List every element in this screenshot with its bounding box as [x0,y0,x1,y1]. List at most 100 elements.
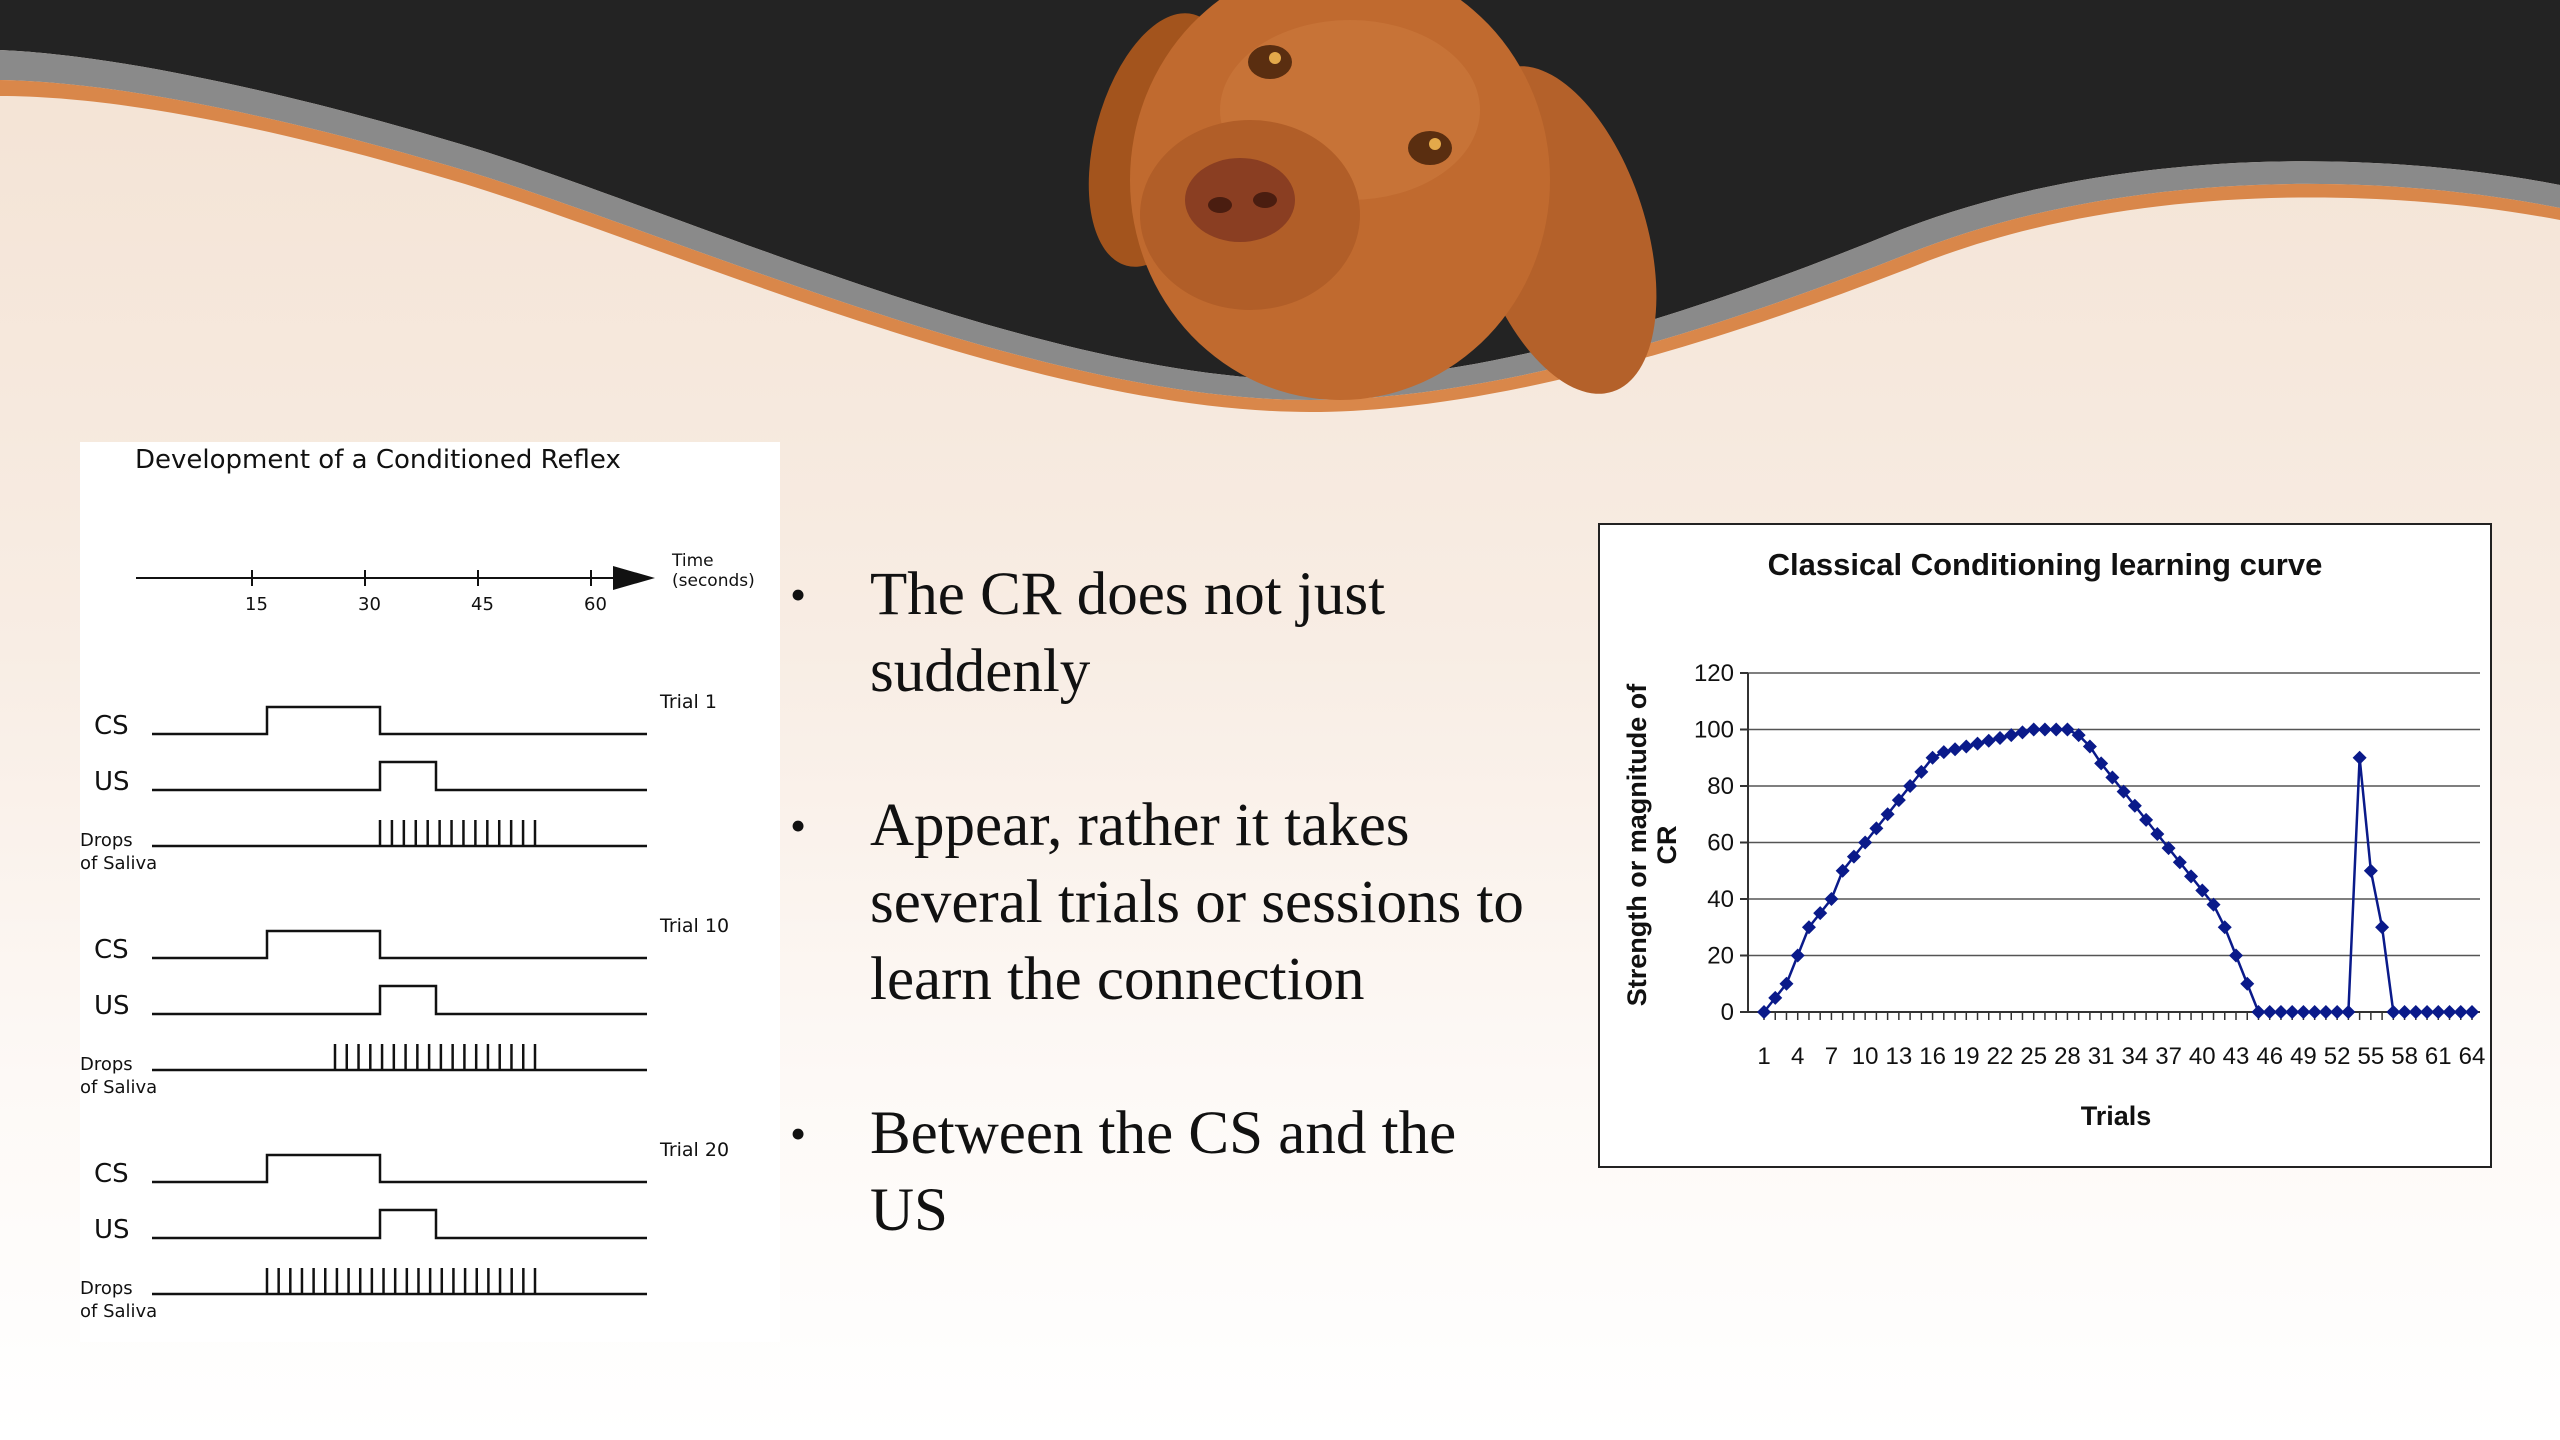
time-axis-label: Time [671,551,714,571]
data-point-marker [2431,1005,2446,1019]
data-point-marker [2408,1005,2423,1019]
bullet-list: • The CR does not just suddenly • Appear, … [790,556,1530,1249]
data-point-marker [2363,863,2378,878]
y-tick-label: 40 [1707,886,1734,913]
cs-row-label: CS [94,935,129,965]
trial-label: Trial 20 [659,1139,729,1161]
x-tick-label: 28 [2054,1043,2081,1070]
data-point-marker [2071,728,2086,743]
y-tick-label: 20 [1707,943,1734,970]
data-point-marker [1880,807,1895,822]
cs-row-label: CS [94,711,129,741]
data-point-marker [1835,863,1850,878]
x-tick-label: 49 [2290,1043,2317,1070]
data-point-marker [2094,756,2109,771]
data-point-marker [2285,1005,2300,1019]
bullet-text: Between the CS and the US [870,1100,1457,1244]
time-tick-label: 15 [245,594,268,615]
chart-y-ticks: 0 20 40 60 80 100 120 [1694,660,1748,1026]
time-axis-unit: (seconds) [672,571,755,591]
us-pulse [152,1208,647,1240]
data-point-marker [2217,920,2232,935]
x-tick-label: 46 [2256,1043,2283,1070]
y-tick-label: 80 [1707,773,1734,800]
us-pulse [152,984,647,1016]
data-point-marker [1914,764,1929,779]
x-tick-label: 16 [1919,1043,1946,1070]
bullet-item: • Between the CS and the US [790,1095,1530,1249]
us-pulse [152,760,647,792]
data-point-marker [2318,1005,2333,1019]
data-point-marker [2465,1005,2479,1019]
chart-gridlines [1748,672,2480,1013]
bullet-text: Appear, rather it takes several trials o… [870,792,1524,1013]
data-point-marker [1981,733,1996,748]
x-tick-label: 61 [2425,1043,2452,1070]
data-point-marker [1779,976,1794,991]
data-point-marker [1970,736,1985,751]
drops-row-label: Drops [80,1278,133,1299]
bullet-marker: • [790,569,807,620]
bullet-item: • The CR does not just suddenly [790,556,1530,710]
dog-left-nostril [1208,197,1232,213]
x-tick-label: 58 [2391,1043,2418,1070]
data-point-marker [2015,725,2030,740]
data-point-marker [1757,1005,1771,1019]
data-point-marker [2026,722,2041,737]
y-axis-title-line2: CR [1652,826,1682,865]
data-point-marker [1858,835,1873,850]
trial-label: Trial 10 [659,915,729,937]
x-tick-label: 37 [2155,1043,2182,1070]
data-point-marker [1993,730,2007,745]
drops-row-label-2: of Saliva [80,853,157,874]
cs-pulse [152,1153,647,1184]
x-tick-label: 52 [2324,1043,2351,1070]
x-tick-label: 40 [2189,1043,2216,1070]
x-tick-label: 22 [1987,1043,2014,1070]
dog-photo [1088,0,1657,400]
data-point-marker [2375,920,2390,935]
data-point-marker [2442,1005,2457,1019]
data-point-marker [2082,739,2097,754]
x-tick-label: 10 [1852,1043,1879,1070]
data-point-marker [1903,779,1918,793]
data-point-marker [2195,883,2210,898]
dog-right-nostril [1253,192,1277,208]
time-tick-label: 30 [358,594,381,615]
x-tick-label: 1 [1757,1043,1770,1070]
dog-left-eye-shine [1269,52,1281,64]
data-point-marker [1869,821,1884,836]
data-point-marker [2229,948,2243,963]
time-axis-arrow [613,566,655,590]
data-point-marker [2352,750,2367,765]
series-markers [1757,722,2479,1019]
x-tick-label: 64 [2459,1043,2486,1070]
cs-pulse [152,705,647,736]
data-point-marker [2060,722,2075,737]
data-point-marker [2127,798,2142,813]
time-tick-label: 60 [584,594,607,615]
x-tick-label: 13 [1886,1043,1913,1070]
data-point-marker [1891,793,1906,808]
x-tick-label: 7 [1825,1043,1838,1070]
data-point-marker [2150,827,2165,842]
chart-x-ticks: 1 4 7 10 13 16 19 22 25 28 31 34 37 40 43 46 49 52 55 58 61 6… [1757,1012,2485,1070]
data-point-marker [2116,784,2131,799]
data-point-marker [2296,1005,2311,1019]
x-tick-label: 25 [2020,1043,2047,1070]
data-point-marker [2139,812,2154,827]
data-point-marker [2161,841,2176,856]
dog-right-eye-shine [1429,138,1441,150]
data-point-marker [2184,869,2199,884]
y-tick-label: 120 [1694,660,1734,687]
data-point-marker [2049,722,2064,737]
us-row-label: US [94,767,130,797]
data-point-marker [2172,855,2187,870]
data-point-marker [2273,1005,2288,1019]
data-point-marker [2341,1005,2356,1019]
data-point-marker [2251,1005,2266,1019]
chart-title: Classical Conditioning learning curve [1768,547,2323,582]
saliva-drops-group [378,820,537,846]
x-tick-label: 43 [2223,1043,2250,1070]
dog-left-eye [1248,45,1292,79]
